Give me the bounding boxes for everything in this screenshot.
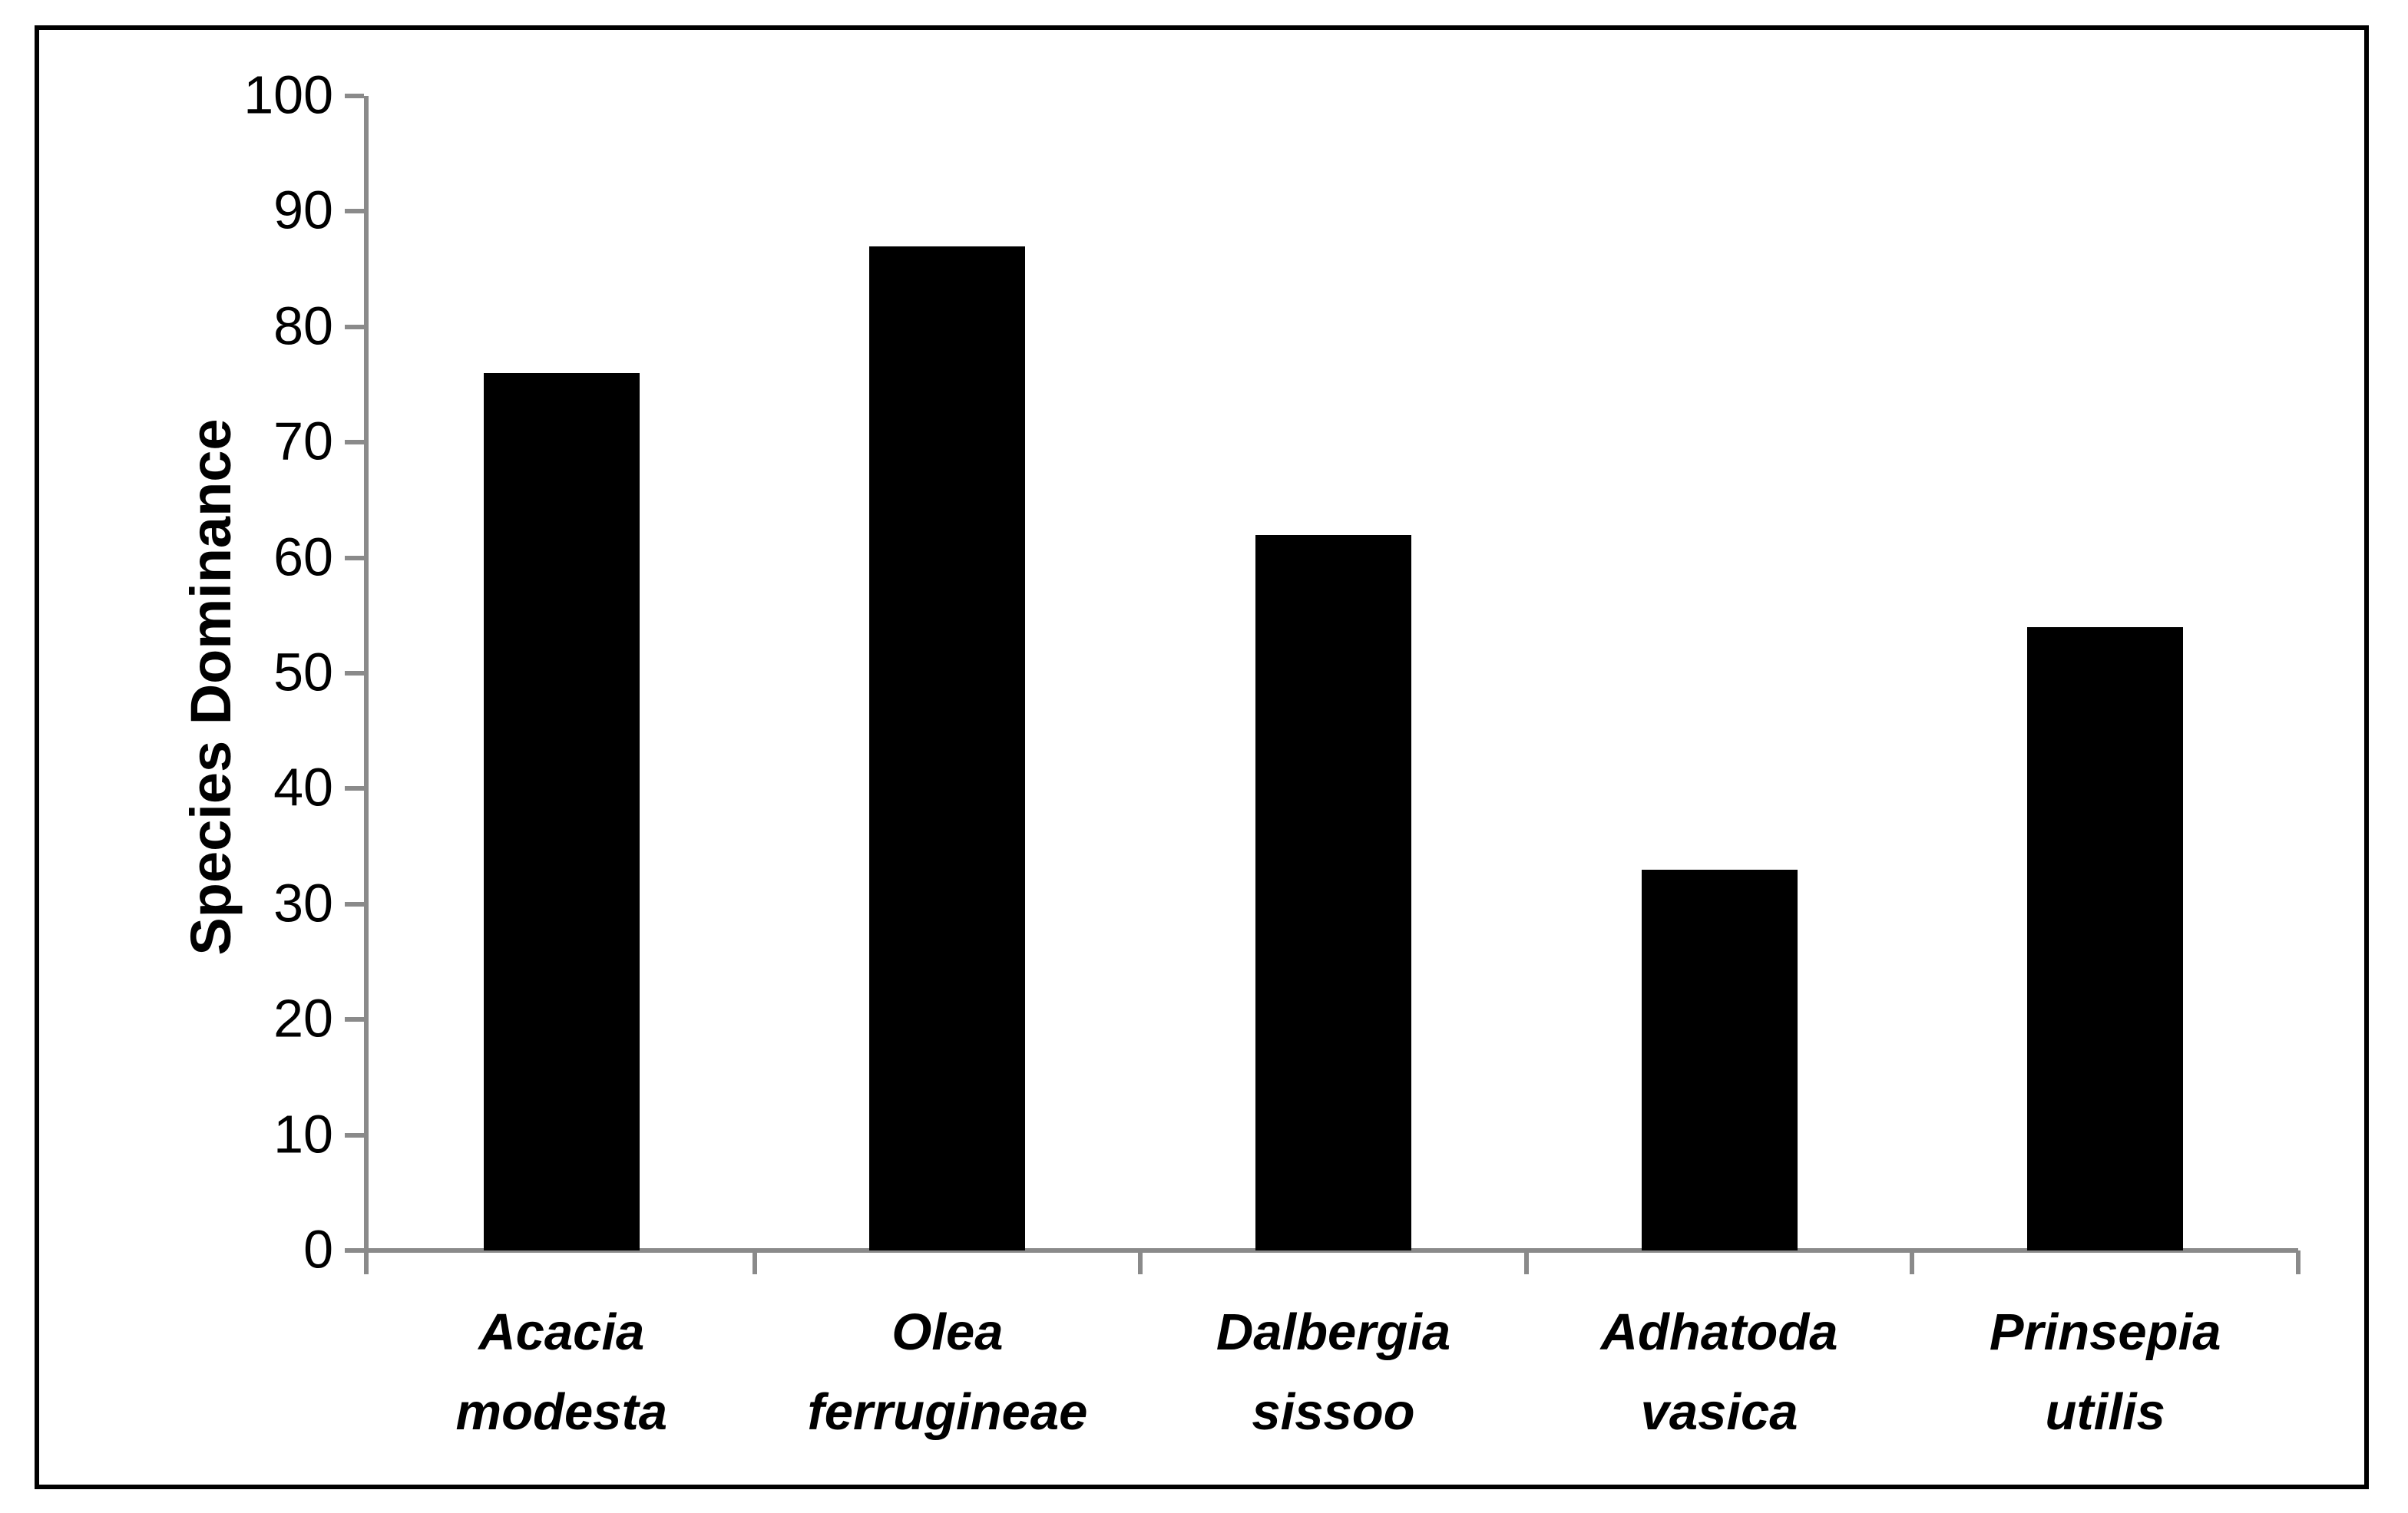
bar-acacia-modesta: [483, 372, 640, 1250]
x-axis-tick: [2296, 1250, 2300, 1274]
x-axis-line: [345, 1248, 2298, 1253]
y-axis-tick: [345, 901, 364, 907]
bar-dalbergia-sissoo: [1255, 534, 1411, 1250]
y-axis-tick-label: 0: [303, 1219, 333, 1280]
y-axis-tick-label: 70: [273, 411, 333, 471]
y-axis-tick: [345, 324, 364, 329]
x-axis-category-label: Acacia modesta: [455, 1303, 668, 1441]
y-axis-tick: [345, 440, 364, 445]
bar-olea-ferrugineae: [869, 246, 1026, 1250]
x-axis-tick: [1523, 1250, 1529, 1274]
x-axis-tick: [752, 1250, 757, 1274]
x-axis-category-label: Olea ferrugineae: [807, 1303, 1088, 1441]
y-axis-tick: [345, 94, 364, 98]
y-axis-line: [364, 96, 369, 1255]
y-axis-tick: [345, 209, 364, 214]
y-axis-tick-label: 40: [273, 757, 333, 818]
y-axis-tick-label: 90: [273, 180, 333, 240]
y-axis-tick: [345, 1132, 364, 1138]
x-axis-tick: [1910, 1250, 1915, 1274]
y-axis-tick: [345, 555, 364, 560]
bar-prinsepia-utilis: [2027, 626, 2184, 1250]
y-axis-tick: [345, 671, 364, 676]
x-axis-category-label: Dalbergia sissoo: [1216, 1303, 1451, 1441]
bar-adhatoda-vasica: [1641, 869, 1798, 1250]
y-axis-tick: [345, 786, 364, 791]
y-axis-tick-label: 30: [273, 873, 333, 933]
x-axis-tick: [364, 1250, 369, 1274]
y-axis-tick: [345, 1017, 364, 1022]
y-axis-tick: [345, 1248, 364, 1253]
x-axis-tick: [1138, 1250, 1143, 1274]
y-axis-tick-label: 100: [243, 64, 333, 125]
y-axis-tick-label: 20: [273, 988, 333, 1049]
y-axis-tick-label: 50: [273, 642, 333, 702]
y-axis-tick-label: 60: [273, 527, 333, 587]
y-axis-tick-label: 80: [273, 296, 333, 356]
x-axis-category-label: Prinsepia utilis: [1989, 1303, 2221, 1441]
y-axis-tick-label: 10: [273, 1104, 333, 1164]
figure-border: [35, 25, 2369, 1489]
x-axis-category-label: Adhatoda vasica: [1600, 1303, 1838, 1441]
